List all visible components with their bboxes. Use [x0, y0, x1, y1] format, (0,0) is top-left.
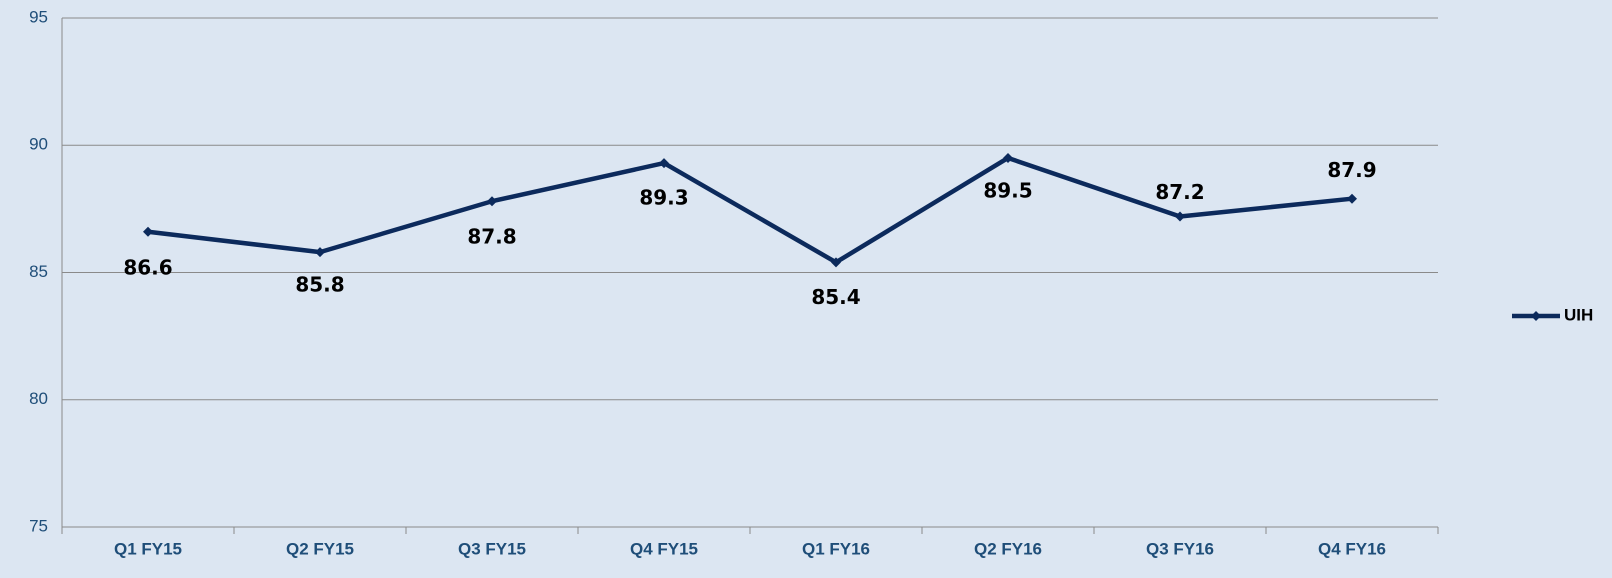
- data-label: 87.2: [1155, 180, 1204, 204]
- data-label: 87.8: [467, 225, 516, 249]
- data-label: 87.9: [1327, 158, 1376, 182]
- x-tick-label: Q2 FY15: [286, 539, 354, 558]
- y-tick-label: 80: [29, 389, 48, 408]
- marker: [143, 226, 153, 237]
- data-label: 89.5: [983, 178, 1032, 202]
- legend-marker: [1531, 311, 1541, 321]
- series-line: [147, 155, 1353, 265]
- marker: [487, 196, 497, 207]
- data-label: 85.8: [295, 273, 344, 297]
- legend-label: UIH: [1564, 305, 1593, 324]
- x-tick-label: Q4 FY15: [630, 539, 698, 558]
- marker: [1003, 152, 1013, 163]
- data-label: 89.3: [639, 186, 688, 210]
- x-tick-label: Q3 FY15: [458, 539, 526, 558]
- x-tick-label: Q1 FY15: [114, 539, 182, 558]
- x-tick-label: Q1 FY16: [802, 539, 870, 558]
- marker: [1347, 193, 1357, 204]
- x-tick-label: Q3 FY16: [1146, 539, 1214, 558]
- marker: [1175, 211, 1185, 222]
- marker: [659, 158, 669, 169]
- y-tick-label: 90: [29, 135, 48, 154]
- data-label: 85.4: [811, 285, 860, 309]
- data-label: 86.6: [123, 255, 172, 279]
- marker: [315, 247, 325, 258]
- x-tick-label: Q2 FY16: [974, 539, 1042, 558]
- y-tick-label: 75: [29, 516, 48, 535]
- y-tick-label: 95: [29, 7, 48, 26]
- marker: [831, 257, 841, 268]
- y-tick-label: 85: [29, 262, 48, 281]
- x-tick-label: Q4 FY16: [1318, 539, 1386, 558]
